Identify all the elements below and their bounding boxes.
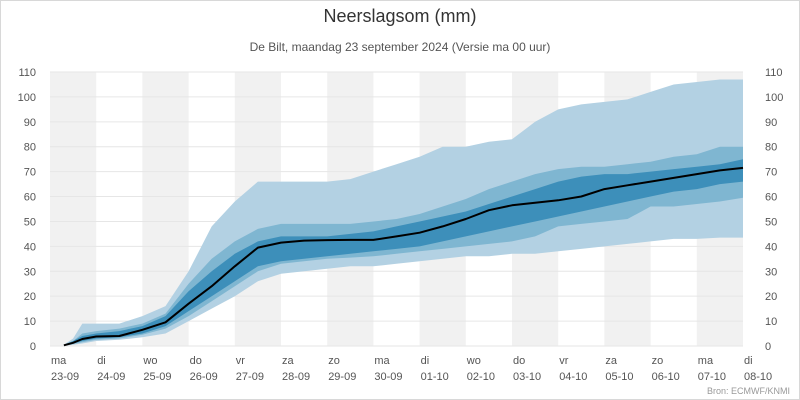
x-tick-day: ma: [51, 355, 67, 367]
y-tick-label-right: 30: [765, 266, 777, 278]
x-tick-date: 24-09: [97, 371, 125, 383]
x-tick-date: 03-10: [513, 371, 541, 383]
x-tick-date: 29-09: [328, 371, 356, 383]
x-tick-date: 26-09: [190, 371, 218, 383]
y-tick-label-right: 60: [765, 192, 777, 204]
chart-title: Neerslagsom (mm): [323, 6, 477, 26]
x-tick-day: za: [605, 355, 618, 367]
y-tick-label-right: 100: [765, 92, 783, 104]
x-tick-day: di: [744, 355, 753, 367]
x-tick-date: 07-10: [698, 371, 726, 383]
y-tick-label-left: 80: [24, 142, 36, 154]
y-tick-label-right: 50: [765, 216, 777, 228]
x-tick-date: 30-09: [374, 371, 402, 383]
y-tick-label-left: 0: [30, 341, 36, 353]
median-line: [63, 166, 744, 347]
y-tick-label-left: 100: [18, 92, 36, 104]
y-tick-label-right: 90: [765, 117, 777, 129]
x-tick-day: zo: [328, 355, 340, 367]
x-tick-day: ma: [374, 355, 390, 367]
y-tick-label-right: 70: [765, 167, 777, 179]
chart-subtitle: De Bilt, maandag 23 september 2024 (Vers…: [249, 40, 551, 54]
x-tick-day: ma: [698, 355, 714, 367]
x-tick-date: 27-09: [236, 371, 264, 383]
x-tick-date: 04-10: [559, 371, 587, 383]
band-inner: [63, 159, 743, 346]
x-tick-day: do: [190, 355, 202, 367]
y-tick-label-left: 20: [24, 291, 36, 303]
y-tick-label-left: 60: [24, 192, 36, 204]
y-tick-label-left: 50: [24, 216, 36, 228]
x-tick-date: 08-10: [744, 371, 772, 383]
y-tick-label-right: 20: [765, 291, 777, 303]
x-tick-day: vr: [236, 355, 246, 367]
y-tick-label-right: 80: [765, 142, 777, 154]
x-tick-date: 28-09: [282, 371, 310, 383]
y-tick-label-left: 90: [24, 117, 36, 129]
x-tick-date: 01-10: [421, 371, 449, 383]
y-tick-label-left: 70: [24, 167, 36, 179]
day-shade: [50, 72, 97, 346]
y-tick-label-right: 110: [765, 67, 783, 79]
y-tick-label-left: 10: [24, 316, 36, 328]
x-tick-date: 05-10: [605, 371, 633, 383]
x-tick-day: do: [513, 355, 525, 367]
y-tick-label-left: 30: [24, 266, 36, 278]
x-tick-day: zo: [652, 355, 664, 367]
y-tick-label-left: 40: [24, 241, 36, 253]
y-tick-label-right: 40: [765, 241, 777, 253]
y-tick-label-right: 10: [765, 316, 777, 328]
x-tick-day: wo: [466, 355, 481, 367]
x-tick-date: 23-09: [51, 371, 79, 383]
x-tick-day: di: [421, 355, 430, 367]
x-tick-day: za: [282, 355, 295, 367]
x-tick-date: 06-10: [652, 371, 680, 383]
y-tick-label-left: 110: [18, 67, 36, 79]
x-tick-day: vr: [559, 355, 569, 367]
x-tick-date: 02-10: [467, 371, 495, 383]
x-tick-day: di: [97, 355, 106, 367]
x-tick-date: 25-09: [143, 371, 171, 383]
y-tick-label-right: 0: [765, 341, 771, 353]
source-credit: Bron: ECMWF/KNMI: [706, 386, 790, 396]
x-tick-day: wo: [142, 355, 157, 367]
